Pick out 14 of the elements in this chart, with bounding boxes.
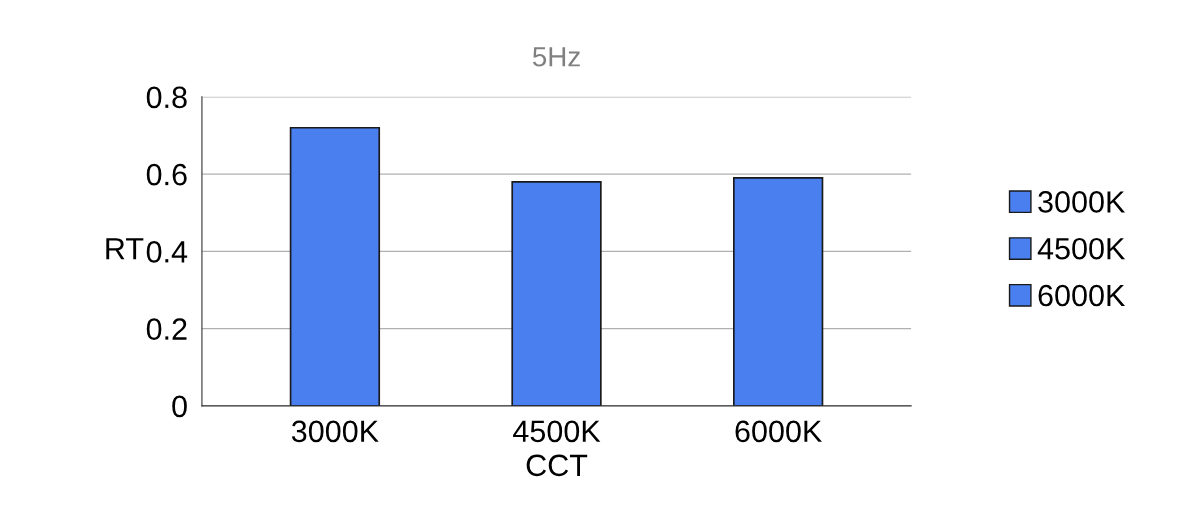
x-tick-label: 6000K <box>735 420 822 443</box>
chart-title: 5Hz <box>532 47 580 67</box>
x-axis-title: CCT <box>526 454 588 477</box>
legend-label: 4500K <box>1037 237 1126 260</box>
y-axis-title: RT <box>106 238 144 260</box>
y-tick-label: 0.8 <box>146 86 187 109</box>
x-tick-label: 3000K <box>291 420 379 443</box>
y-tick-label: 0.6 <box>146 163 187 186</box>
y-tick-label: 0 <box>172 395 187 418</box>
y-tick-label: 0.4 <box>146 241 188 263</box>
y-tick-label: 0.2 <box>146 318 187 340</box>
x-tick-label: 4500K <box>513 420 601 443</box>
legend-label: 3000K <box>1038 191 1126 213</box>
legend-label: 6000K <box>1038 284 1126 307</box>
